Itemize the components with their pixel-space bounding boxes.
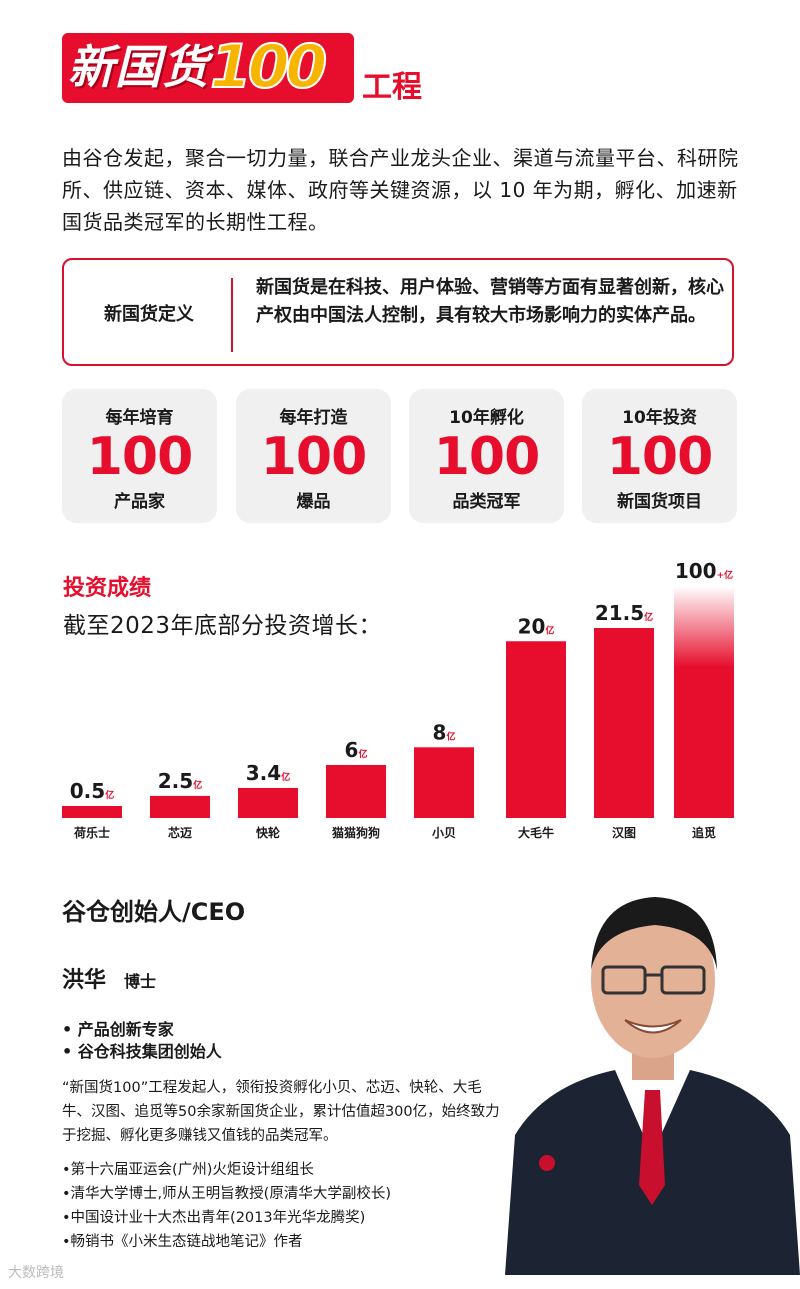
bar-value-label: 2.5亿 bbox=[158, 769, 202, 793]
bar-荷乐士 bbox=[62, 806, 122, 818]
stat-bottom: 新国货项目 bbox=[617, 492, 702, 512]
definition-box bbox=[62, 258, 734, 366]
stat-number: 100 bbox=[260, 427, 368, 487]
bar-value-label: 3.4亿 bbox=[246, 761, 290, 785]
bar-category-label: 猫猫狗狗 bbox=[332, 825, 380, 840]
investment-subtitle: 截至2023年底部分投资增长： bbox=[63, 613, 383, 639]
stat-top: 10年投资 bbox=[622, 408, 697, 428]
watermark-text: 大数跨境 bbox=[8, 1265, 64, 1281]
founder-title: 谷仓创始人/CEO bbox=[62, 898, 246, 926]
stat-number: 100 bbox=[433, 427, 541, 487]
bar-大毛牛 bbox=[506, 641, 566, 818]
bar-value-label: 100+亿 bbox=[675, 559, 733, 583]
bar-value-label: 21.5亿 bbox=[595, 601, 653, 625]
logo-number: 100 bbox=[209, 32, 328, 102]
stat-top: 10年孵化 bbox=[449, 408, 524, 428]
bar-value-label: 0.5亿 bbox=[70, 779, 114, 803]
logo-banner bbox=[62, 33, 354, 103]
logo-suffix: 工程 bbox=[362, 70, 422, 105]
stat-top: 每年打造 bbox=[279, 408, 348, 428]
stat-bottom: 产品家 bbox=[114, 492, 165, 512]
bar-category-label: 小贝 bbox=[432, 825, 456, 840]
bar-category-label: 芯迈 bbox=[168, 825, 192, 840]
bar-快轮 bbox=[238, 787, 298, 818]
bar-芯迈 bbox=[150, 795, 210, 818]
stat-top: 每年培育 bbox=[105, 408, 174, 428]
stat-card: 每年打造 100 爆品 bbox=[236, 389, 391, 523]
honor-item: •中国设计业十大杰出青年(2013年光华龙腾奖) bbox=[62, 1210, 366, 1226]
founder-honorific: 博士 bbox=[124, 972, 157, 991]
stat-bottom: 品类冠军 bbox=[452, 492, 521, 512]
bar-追觅 bbox=[674, 586, 734, 818]
honor-item: •第十六届亚运会(广州)火炬设计组组长 bbox=[62, 1162, 314, 1178]
bar-category-label: 荷乐士 bbox=[73, 825, 110, 840]
founder-description: “新国货100”工程发起人，领衔投资孵化小贝、芯迈、快轮、大毛牛、汉图、追觅等5… bbox=[62, 1080, 500, 1144]
bar-value-label: 6亿 bbox=[345, 738, 368, 762]
stat-card: 10年投资 100 新国货项目 bbox=[582, 389, 737, 523]
definition-text: 新国货是在科技、用户体验、营销等方面有显著创新，核心产权由中国法人控制，具有较大… bbox=[256, 277, 724, 326]
logo-text: 新国货 bbox=[68, 40, 209, 94]
bar-category-label: 快轮 bbox=[256, 825, 281, 840]
intro-paragraph: 由谷仓发起，聚合一切力量，联合产业龙头企业、渠道与流量平台、科研院所、供应链、资… bbox=[62, 146, 739, 234]
honor-item: •清华大学博士,师从王明旨教授(原清华大学副校长) bbox=[62, 1186, 391, 1202]
bar-汉图 bbox=[594, 628, 654, 818]
stat-card: 每年培育 100 产品家 bbox=[62, 389, 217, 523]
bar-猫猫狗狗 bbox=[326, 764, 386, 818]
honor-item: •畅销书《小米生态链战地笔记》作者 bbox=[62, 1234, 303, 1250]
role-item: • 产品创新专家 bbox=[62, 1020, 174, 1039]
stat-number: 100 bbox=[86, 427, 194, 487]
definition-label: 新国货定义 bbox=[104, 304, 194, 325]
definition-divider bbox=[231, 278, 233, 352]
founder-name: 洪华 bbox=[62, 968, 107, 993]
bar-category-label: 大毛牛 bbox=[518, 825, 554, 840]
bar-category-label: 追觅 bbox=[692, 825, 716, 840]
investment-title: 投资成绩 bbox=[63, 576, 152, 601]
bar-category-label: 汉图 bbox=[612, 825, 636, 840]
bar-小贝 bbox=[414, 747, 474, 818]
bar-value-label: 8亿 bbox=[433, 720, 456, 744]
role-item: • 谷仓科技集团创始人 bbox=[62, 1042, 222, 1061]
stat-card: 10年孵化 100 品类冠军 bbox=[409, 389, 564, 523]
stat-bottom: 爆品 bbox=[296, 492, 331, 512]
bar-value-label: 20亿 bbox=[518, 614, 555, 638]
stat-number: 100 bbox=[606, 427, 714, 487]
founder-portrait bbox=[505, 897, 800, 1275]
